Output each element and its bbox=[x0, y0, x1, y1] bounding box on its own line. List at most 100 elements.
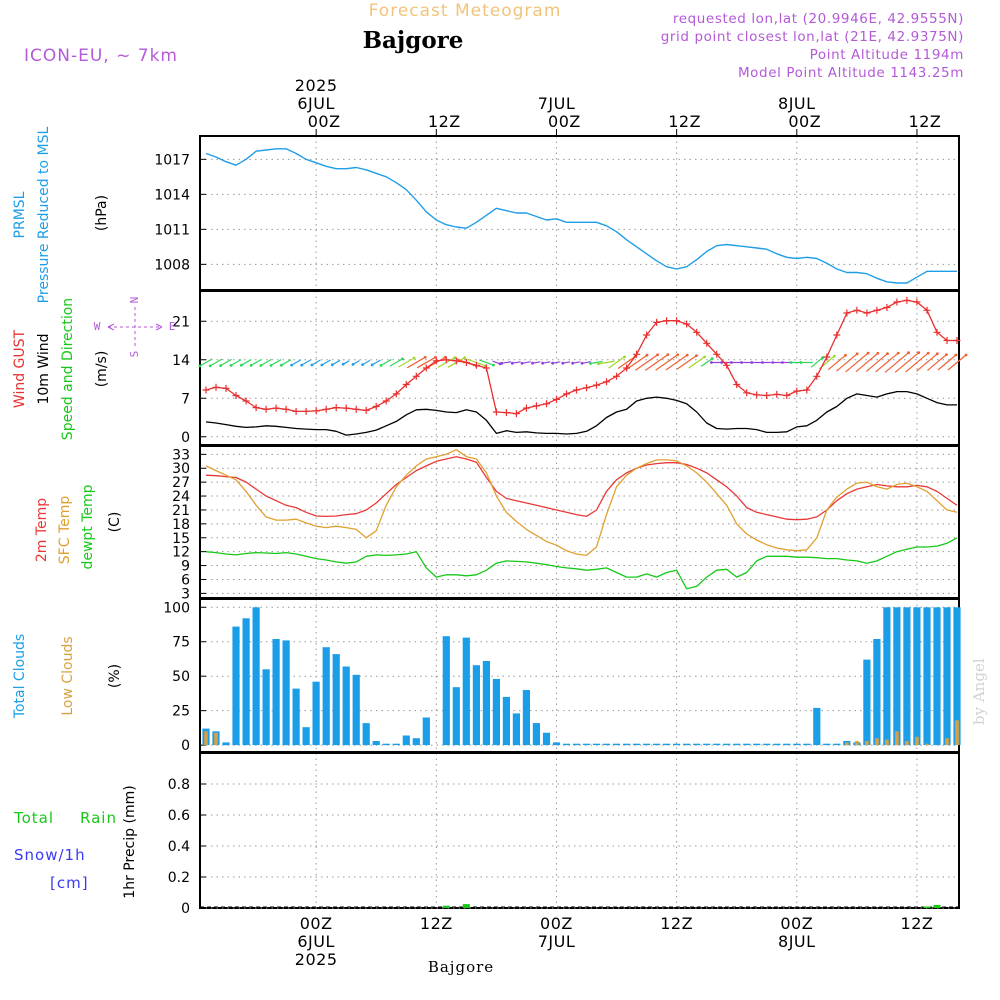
compass-arrowheads bbox=[107, 323, 163, 331]
gust-marker bbox=[222, 384, 230, 392]
y-tick-label: 33 bbox=[172, 447, 190, 463]
wind-arrow-head bbox=[695, 354, 698, 357]
total-cloud-bar bbox=[232, 626, 240, 746]
wind-direction-arrow bbox=[512, 361, 521, 364]
model-point-altitude: Model Point Altitude 1143.25m bbox=[738, 65, 964, 81]
wind-arrow-head bbox=[703, 355, 706, 359]
wind-arrow-head bbox=[720, 361, 723, 364]
precip-title-snow: Snow/1h bbox=[14, 846, 86, 864]
total-cloud-bar bbox=[913, 607, 921, 746]
gust-marker bbox=[472, 361, 480, 369]
wind-arrow-head bbox=[463, 356, 467, 360]
precip-unit: 1hr Precip (mm) bbox=[122, 785, 138, 898]
compass-n: N bbox=[128, 297, 141, 304]
wind-direction-arrow bbox=[598, 360, 615, 365]
gust-marker bbox=[623, 364, 631, 372]
gust-marker bbox=[262, 405, 270, 413]
credit-text: by Angel bbox=[970, 658, 988, 725]
total-cloud-bar bbox=[773, 743, 781, 746]
wind-arrow-head bbox=[799, 361, 803, 364]
low-cloud-bar bbox=[855, 741, 859, 746]
wind-arrow-head bbox=[310, 363, 314, 367]
wind-direction-arrow bbox=[230, 359, 242, 366]
total-cloud-bar bbox=[923, 607, 931, 746]
wind-arrow-head bbox=[623, 355, 626, 359]
wind-direction-arrow bbox=[209, 358, 223, 367]
gust-marker bbox=[452, 357, 460, 365]
total-cloud-bar bbox=[673, 743, 681, 746]
wind-direction-arrow bbox=[311, 359, 321, 366]
wind-direction-arrow bbox=[855, 352, 879, 373]
top-time-label: 00Z bbox=[308, 112, 341, 131]
gust-marker bbox=[823, 353, 831, 361]
wind-title-gust: Wind GUST bbox=[12, 329, 28, 408]
total-cloud-bar bbox=[793, 743, 801, 746]
gust-marker bbox=[553, 395, 560, 403]
wind-direction-arrow bbox=[665, 354, 688, 371]
y-tick-label: 30 bbox=[172, 461, 190, 477]
wind-arrow-head bbox=[589, 362, 592, 365]
gust-marker bbox=[432, 357, 440, 365]
grid-point: grid point closest lon,lat (21E, 42.9375… bbox=[661, 29, 964, 45]
wind-title-direction: Speed and Direction bbox=[60, 298, 76, 440]
wind-direction-arrow bbox=[875, 352, 899, 373]
total-cloud-bar bbox=[222, 742, 230, 746]
y-tick-label: 0.4 bbox=[168, 839, 190, 855]
wind-direction-arrow bbox=[501, 361, 512, 364]
y-tick-label: 0.2 bbox=[168, 870, 190, 886]
top-time-label: 00Z bbox=[548, 112, 581, 131]
dewpt-line bbox=[205, 537, 958, 590]
wind-arrow-head bbox=[666, 353, 670, 356]
wind-arrow-head bbox=[832, 354, 836, 358]
low-cloud-bar bbox=[905, 741, 909, 746]
bottom-time-label: 00Z bbox=[300, 914, 333, 933]
y-tick-label: 21 bbox=[172, 314, 190, 330]
total-cloud-bar bbox=[492, 678, 500, 746]
wind-arrow-head bbox=[249, 364, 253, 367]
top-time-label: 12Z bbox=[909, 112, 942, 131]
wind-direction-arrow bbox=[521, 361, 531, 364]
total-cloud-bar bbox=[282, 640, 290, 746]
total-cloud-bar bbox=[703, 743, 711, 746]
y-tick-label: 0 bbox=[181, 738, 190, 754]
clouds-panel: 0 25 50 75 100 bbox=[163, 598, 961, 754]
wind-panel: 0 7 14 21 bbox=[172, 290, 968, 446]
wind-direction-arrow bbox=[380, 358, 392, 367]
wind-direction-arrow bbox=[865, 353, 888, 372]
gust-marker bbox=[532, 402, 540, 410]
total-cloud-bar bbox=[442, 636, 450, 746]
gust-marker bbox=[743, 389, 751, 397]
gust-marker bbox=[813, 372, 821, 380]
total-cloud-bar bbox=[713, 743, 721, 746]
bottom-time-label: 00Z bbox=[780, 914, 813, 933]
total-cloud-bar bbox=[733, 743, 741, 746]
gust-marker bbox=[703, 339, 711, 347]
wind-title-10m: 10m Wind bbox=[36, 333, 52, 404]
wind-direction-arrow bbox=[617, 356, 636, 369]
y-tick-label: 0 bbox=[181, 901, 190, 917]
gust-marker bbox=[843, 309, 851, 317]
rain-bar bbox=[442, 905, 450, 908]
wind-direction-arrow bbox=[590, 360, 603, 365]
total-cloud-bar bbox=[783, 743, 791, 746]
low-cloud-bar bbox=[925, 743, 929, 746]
wind-direction-arrow bbox=[240, 359, 252, 366]
gust-marker bbox=[232, 392, 240, 399]
y-tick-label: 12 bbox=[172, 545, 190, 561]
y-tick-label: 9 bbox=[181, 559, 190, 575]
wind-direction-arrow bbox=[321, 359, 331, 366]
wind-arrow-head bbox=[219, 364, 223, 367]
clouds-unit: (%) bbox=[107, 664, 123, 688]
gust-marker bbox=[833, 331, 841, 339]
temp-sfc-line bbox=[205, 449, 958, 557]
total-cloud-bar bbox=[302, 727, 310, 746]
y-tick-label: 18 bbox=[172, 517, 190, 533]
gust-marker bbox=[923, 306, 931, 314]
total-cloud-bar bbox=[883, 607, 891, 746]
top-time-label: 12Z bbox=[668, 112, 701, 131]
precipitation-frame bbox=[199, 752, 960, 909]
wind-direction-arrow bbox=[688, 356, 705, 369]
total-cloud-bar bbox=[663, 743, 671, 746]
pressure-line bbox=[205, 148, 957, 284]
temperature-frame bbox=[199, 445, 960, 599]
